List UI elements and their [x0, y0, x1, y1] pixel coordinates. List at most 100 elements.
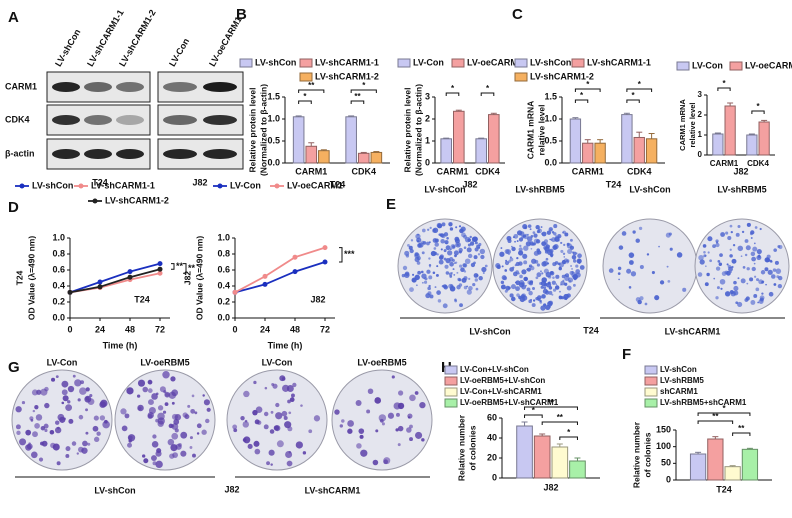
row-label: β-actin [5, 148, 35, 158]
colony [162, 371, 170, 379]
colony [471, 236, 478, 243]
colony [435, 273, 439, 277]
colony [288, 411, 292, 415]
colony [463, 270, 467, 273]
colony [79, 387, 87, 395]
colony [507, 238, 512, 244]
colony [264, 386, 268, 390]
colony [187, 404, 191, 408]
colony [268, 449, 275, 456]
colony [128, 439, 132, 443]
colony [445, 245, 451, 251]
colony [568, 279, 572, 283]
cell-line: J82 [224, 484, 239, 494]
colony [508, 253, 510, 256]
panel-label: E [386, 196, 396, 213]
colony [513, 233, 519, 239]
point [97, 279, 103, 285]
colony [707, 251, 710, 254]
legend-marker [274, 183, 280, 189]
y-axis-label: CARM1 mRNA [525, 101, 535, 160]
legend-label: LV-shRBM5 [660, 376, 704, 385]
colony [120, 408, 127, 415]
colony [339, 424, 344, 428]
panel-label: F [622, 346, 631, 363]
colony [495, 263, 501, 269]
colony [651, 270, 655, 275]
colony [467, 253, 473, 259]
colony [715, 266, 721, 271]
band [203, 149, 237, 159]
x-tick-label: CDK4 [627, 166, 652, 176]
sig-bracket [559, 436, 578, 440]
sig-label: * [632, 91, 636, 100]
colony [501, 265, 504, 268]
colony [566, 285, 572, 291]
colony [504, 249, 510, 255]
point [127, 269, 133, 275]
sig-bracket [298, 100, 312, 104]
colony [421, 251, 425, 255]
sig-label: * [722, 404, 726, 413]
colony [778, 275, 783, 281]
bar [357, 152, 370, 164]
colony [698, 255, 704, 261]
colony [196, 423, 202, 429]
colony [536, 248, 540, 252]
colony [554, 285, 560, 290]
x-tick-label: 0 [67, 324, 72, 334]
colony [484, 264, 488, 268]
colony [545, 304, 551, 310]
colony [269, 429, 275, 434]
panel-label: B [236, 6, 247, 23]
colony [560, 241, 563, 245]
x-tick-label: 72 [320, 324, 330, 334]
colony [152, 434, 157, 439]
panel-label: D [8, 199, 19, 216]
colony [308, 429, 313, 434]
colony [167, 438, 175, 446]
point [67, 289, 73, 295]
colony [137, 379, 146, 387]
y-tick-label: 0.4 [217, 280, 230, 290]
sig-label: ** [557, 413, 564, 422]
x-axis-label: J82 [462, 179, 477, 189]
colony [516, 240, 519, 243]
bar [724, 466, 741, 481]
colony [355, 399, 362, 406]
colony [458, 247, 463, 253]
y-tick-label: 0.2 [52, 296, 65, 306]
colony [477, 253, 481, 256]
colony [171, 432, 179, 440]
colony [151, 455, 157, 461]
colony [668, 232, 672, 236]
bar [488, 114, 500, 164]
y-tick-label: 0 [698, 150, 703, 159]
colony [562, 231, 565, 234]
sig-label: ** [188, 263, 196, 273]
colony [65, 446, 71, 452]
colony [572, 251, 577, 256]
cell-line: J82 [192, 177, 207, 187]
colony [750, 251, 756, 257]
colony [30, 451, 38, 459]
cell-line: T24 [583, 325, 599, 335]
colony [749, 277, 754, 282]
colony [771, 274, 776, 279]
legend-swatch [444, 387, 458, 397]
sig-label: ** [548, 398, 555, 407]
colony [521, 269, 527, 275]
x-tick-label: 72 [155, 324, 165, 334]
colony [300, 404, 303, 407]
colony [733, 280, 737, 285]
colony [551, 237, 557, 243]
bar [712, 133, 724, 156]
colony [414, 391, 419, 395]
colony [769, 259, 773, 263]
colony [55, 375, 59, 379]
colony [159, 386, 166, 393]
colony [481, 266, 487, 273]
colony [19, 438, 27, 446]
colony [706, 272, 710, 277]
colony [402, 265, 408, 271]
